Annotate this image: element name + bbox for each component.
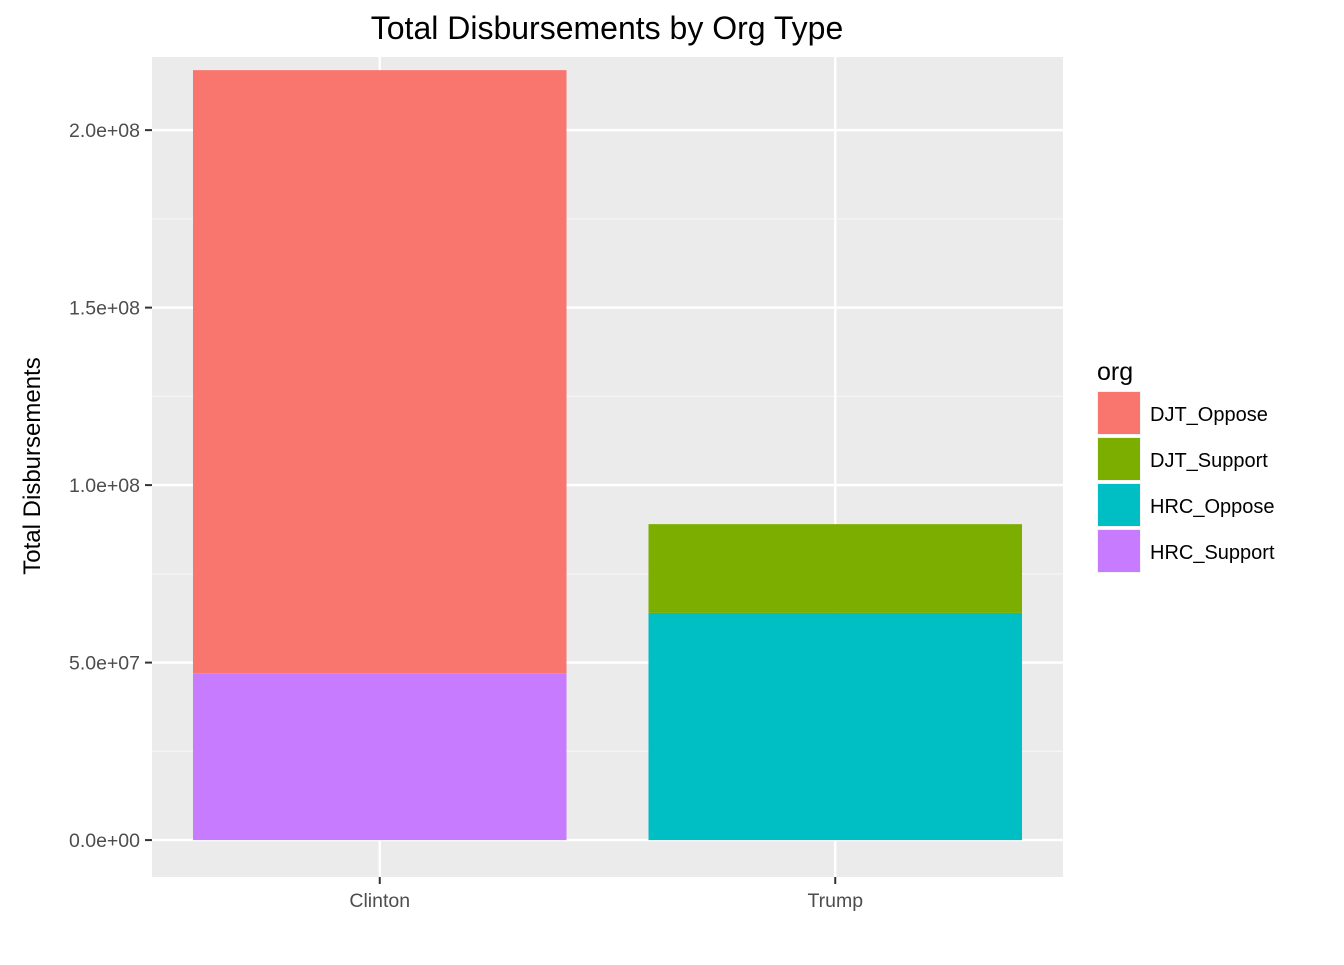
bar-trump-djt-support bbox=[648, 524, 1023, 613]
legend-swatch-hrc-oppose bbox=[1098, 484, 1140, 526]
bar-clinton-djt-oppose bbox=[192, 70, 567, 674]
legend-label: HRC_Support bbox=[1150, 542, 1275, 564]
legend-label: DJT_Support bbox=[1150, 450, 1268, 472]
y-tick-label: 1.5e+08 bbox=[69, 298, 140, 320]
y-tick-label: 1.0e+08 bbox=[69, 475, 140, 497]
y-tick-label: 0.0e+00 bbox=[69, 830, 140, 852]
y-axis: 0.0e+00 5.0e+07 1.0e+08 1.5e+08 2.0e+08 bbox=[69, 120, 152, 852]
legend-label: HRC_Oppose bbox=[1150, 496, 1275, 518]
chart-title: Total Disbursements by Org Type bbox=[371, 10, 844, 46]
y-axis-title: Total Disbursements bbox=[19, 357, 46, 574]
legend-swatch-hrc-support bbox=[1098, 530, 1140, 572]
legend-swatch-djt-oppose bbox=[1098, 392, 1140, 434]
x-axis: Clinton Trump bbox=[349, 877, 863, 912]
x-tick-label: Trump bbox=[807, 890, 863, 912]
legend: org DJT_Oppose DJT_Support HRC_Oppose HRC_S… bbox=[1097, 358, 1275, 573]
bars-layer bbox=[192, 70, 1023, 841]
legend-swatch-djt-support bbox=[1098, 438, 1140, 480]
x-tick-label: Clinton bbox=[349, 890, 410, 912]
y-tick-label: 2.0e+08 bbox=[69, 120, 140, 142]
bar-trump-hrc-oppose bbox=[648, 612, 1023, 841]
y-tick-label: 5.0e+07 bbox=[69, 653, 140, 675]
legend-label: DJT_Oppose bbox=[1150, 404, 1268, 426]
bar-clinton-hrc-support bbox=[192, 673, 567, 841]
legend-title: org bbox=[1097, 358, 1133, 386]
